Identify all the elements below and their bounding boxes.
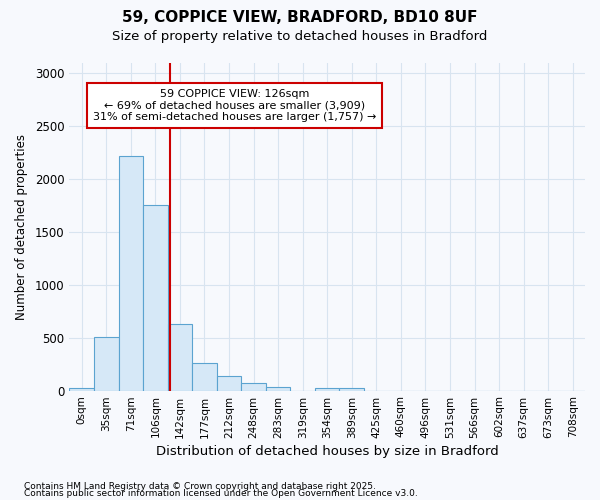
Text: Contains HM Land Registry data © Crown copyright and database right 2025.: Contains HM Land Registry data © Crown c…: [24, 482, 376, 491]
Text: Size of property relative to detached houses in Bradford: Size of property relative to detached ho…: [112, 30, 488, 43]
Bar: [167, 324, 192, 390]
Bar: [94, 336, 119, 390]
Text: 59 COPPICE VIEW: 126sqm
← 69% of detached houses are smaller (3,909)
31% of semi: 59 COPPICE VIEW: 126sqm ← 69% of detache…: [93, 88, 376, 122]
Bar: [192, 363, 217, 390]
Bar: [119, 156, 143, 390]
Bar: [143, 206, 167, 390]
Bar: [340, 388, 364, 390]
Bar: [266, 388, 290, 390]
Bar: [70, 388, 94, 390]
Bar: [217, 376, 241, 390]
X-axis label: Distribution of detached houses by size in Bradford: Distribution of detached houses by size …: [156, 444, 499, 458]
Text: 59, COPPICE VIEW, BRADFORD, BD10 8UF: 59, COPPICE VIEW, BRADFORD, BD10 8UF: [122, 10, 478, 25]
Bar: [241, 383, 266, 390]
Y-axis label: Number of detached properties: Number of detached properties: [15, 134, 28, 320]
Text: Contains public sector information licensed under the Open Government Licence v3: Contains public sector information licen…: [24, 489, 418, 498]
Bar: [315, 388, 340, 390]
